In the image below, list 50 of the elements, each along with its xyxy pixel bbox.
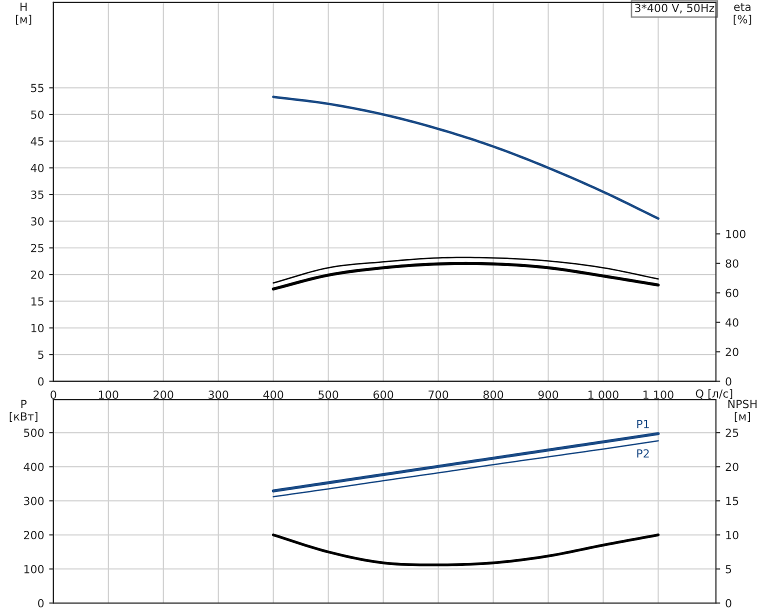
y2-tick-label: 10 bbox=[726, 530, 738, 540]
x-axis-title: Q [л/с] bbox=[696, 389, 732, 400]
y-tick-label: 10 bbox=[31, 324, 44, 332]
x-tick-label: 300 bbox=[208, 390, 228, 399]
x-tick-label: 700 bbox=[428, 390, 448, 399]
y-tick-label: 30 bbox=[31, 217, 44, 226]
y2-tick-label: 40 bbox=[726, 318, 738, 327]
y-tick-label: 50 bbox=[31, 110, 44, 119]
x-tick-label: 0 bbox=[50, 390, 56, 399]
x-tick-label: 800 bbox=[483, 390, 504, 399]
x-tick-label: 200 bbox=[154, 390, 174, 399]
y-axis-title: P [кВт] bbox=[10, 400, 38, 422]
y-tick-label: 100 bbox=[24, 564, 44, 574]
y2-tick-label: 0 bbox=[726, 377, 732, 386]
y-tick-label: 400 bbox=[24, 462, 44, 472]
y-tick-label: 40 bbox=[30, 164, 44, 172]
y-tick-label: 200 bbox=[24, 530, 44, 540]
y-tick-label: 45 bbox=[30, 137, 44, 146]
y2-axis-title: eta [%] bbox=[734, 3, 752, 25]
x-tick-label: 100 bbox=[99, 390, 118, 399]
y-tick-label: 25 bbox=[31, 244, 44, 252]
x-tick-label: 500 bbox=[318, 390, 338, 399]
y-tick-label: 20 bbox=[31, 270, 44, 279]
y-tick-label: 55 bbox=[31, 84, 44, 92]
y-axis-title: H [м] bbox=[16, 2, 32, 25]
y-tick-label: 0 bbox=[38, 599, 44, 608]
x-tick-label: 900 bbox=[538, 390, 558, 399]
y-tick-label: 300 bbox=[24, 496, 44, 506]
chart-title: 3*400 V, 50Hz bbox=[635, 4, 714, 14]
series-label: P2 bbox=[637, 449, 649, 458]
y2-tick-label: 25 bbox=[726, 428, 738, 438]
series-label: P1 bbox=[637, 420, 649, 428]
x-tick-label: 600 bbox=[373, 390, 394, 399]
y2-tick-label: 20 bbox=[726, 462, 738, 472]
x-tick-label: 1 100 bbox=[644, 390, 674, 399]
y-tick-label: 0 bbox=[38, 377, 44, 386]
y2-tick-label: 0 bbox=[726, 599, 732, 608]
y2-axis-title: NPSH [м] bbox=[728, 400, 757, 422]
x-tick-label: 400 bbox=[263, 390, 284, 399]
x-tick-label: 1 000 bbox=[588, 390, 618, 399]
y2-tick-label: 80 bbox=[726, 259, 738, 268]
y2-tick-label: 60 bbox=[726, 288, 738, 298]
y2-tick-label: 20 bbox=[726, 348, 738, 356]
y2-tick-label: 15 bbox=[726, 496, 738, 506]
y-tick-label: 35 bbox=[31, 190, 44, 199]
y-tick-label: 15 bbox=[31, 297, 44, 306]
y-tick-label: 500 bbox=[24, 428, 44, 438]
y-tick-label: 5 bbox=[38, 350, 44, 359]
y2-tick-label: 5 bbox=[726, 565, 732, 574]
y2-tick-label: 100 bbox=[726, 230, 746, 238]
